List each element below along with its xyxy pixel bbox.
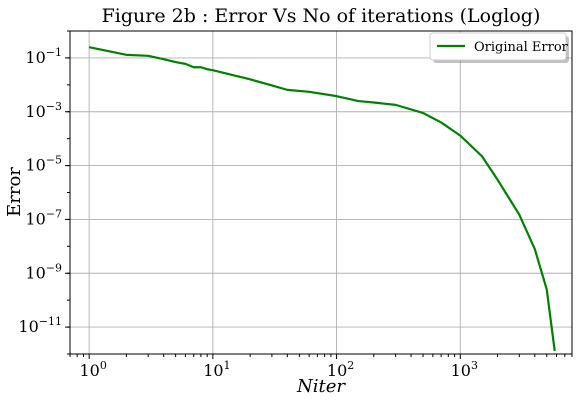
y-tick-label: 10−5 <box>25 154 62 175</box>
legend-label-original-error: Original Error <box>474 40 569 55</box>
grid-lines <box>70 31 572 354</box>
x-tick-label: 101 <box>203 359 230 380</box>
axis-ticks: 100 101 102 103 10−1 10−3 10−5 10−7 10−9 10−11 <box>18 30 573 380</box>
y-tick-label: 10−11 <box>18 315 62 336</box>
y-axis-label: Error <box>4 167 25 217</box>
x-tick-label: 100 <box>79 359 106 380</box>
legend: Original Error <box>429 32 569 63</box>
series-line-original-error <box>88 46 556 352</box>
y-tick-label: 10−9 <box>25 261 62 282</box>
chart-title: Figure 2b : Error Vs No of iterations (L… <box>102 5 541 27</box>
plot-frame <box>69 30 573 355</box>
x-axis-label: Niter <box>296 376 346 397</box>
y-tick-label: 10−7 <box>25 207 62 228</box>
y-tick-label: 10−1 <box>25 46 62 67</box>
y-tick-label: 10−3 <box>25 100 62 121</box>
x-tick-label: 102 <box>327 359 354 380</box>
legend-box <box>429 32 567 61</box>
plot-area <box>88 46 556 352</box>
x-tick-label: 103 <box>451 359 478 380</box>
